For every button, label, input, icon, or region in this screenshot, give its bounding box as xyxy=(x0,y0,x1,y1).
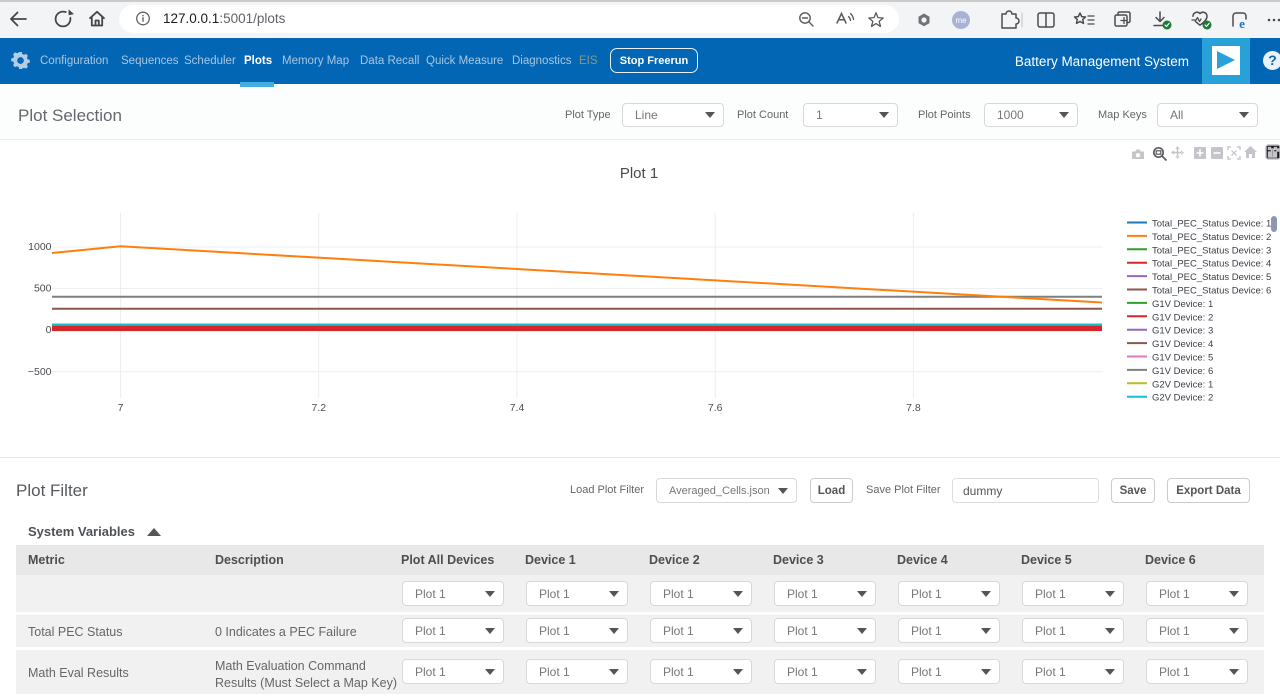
svg-text:500: 500 xyxy=(34,283,52,295)
svg-text:1000: 1000 xyxy=(28,241,52,253)
svg-text:Total_PEC_Status Device: 1: Total_PEC_Status Device: 1 xyxy=(1152,219,1271,230)
svg-text:me: me xyxy=(955,16,967,25)
svg-text:G2V Device: 2: G2V Device: 2 xyxy=(1152,393,1213,404)
svg-text:G1V Device: 2: G1V Device: 2 xyxy=(1152,312,1213,323)
svg-text:Total_PEC_Status Device: 4: Total_PEC_Status Device: 4 xyxy=(1152,259,1271,270)
svg-text:G1V Device: 4: G1V Device: 4 xyxy=(1152,339,1213,350)
svg-text:7.4: 7.4 xyxy=(510,402,525,414)
svg-text:Total_PEC_Status Device: 3: Total_PEC_Status Device: 3 xyxy=(1152,245,1271,256)
svg-text:0: 0 xyxy=(46,324,52,336)
svg-text:Total_PEC_Status Device: 2: Total_PEC_Status Device: 2 xyxy=(1152,232,1271,243)
svg-text:G1V Device: 5: G1V Device: 5 xyxy=(1152,353,1213,364)
svg-text:7.8: 7.8 xyxy=(906,402,921,414)
svg-text:G2V Device: 1: G2V Device: 1 xyxy=(1152,379,1213,390)
svg-text:Plot 1: Plot 1 xyxy=(620,165,658,182)
svg-text:e: e xyxy=(1239,16,1245,31)
svg-text:−500: −500 xyxy=(28,366,52,378)
svg-text:7.2: 7.2 xyxy=(311,402,326,414)
svg-text:7.6: 7.6 xyxy=(708,402,723,414)
svg-text:Total_PEC_Status Device: 5: Total_PEC_Status Device: 5 xyxy=(1152,272,1271,283)
svg-text:G1V Device: 3: G1V Device: 3 xyxy=(1152,326,1213,337)
svg-text:G1V Device: 6: G1V Device: 6 xyxy=(1152,366,1213,377)
svg-text:G1V Device: 1: G1V Device: 1 xyxy=(1152,299,1213,310)
svg-text:7: 7 xyxy=(118,402,124,414)
svg-text:Total_PEC_Status Device: 6: Total_PEC_Status Device: 6 xyxy=(1152,286,1271,297)
